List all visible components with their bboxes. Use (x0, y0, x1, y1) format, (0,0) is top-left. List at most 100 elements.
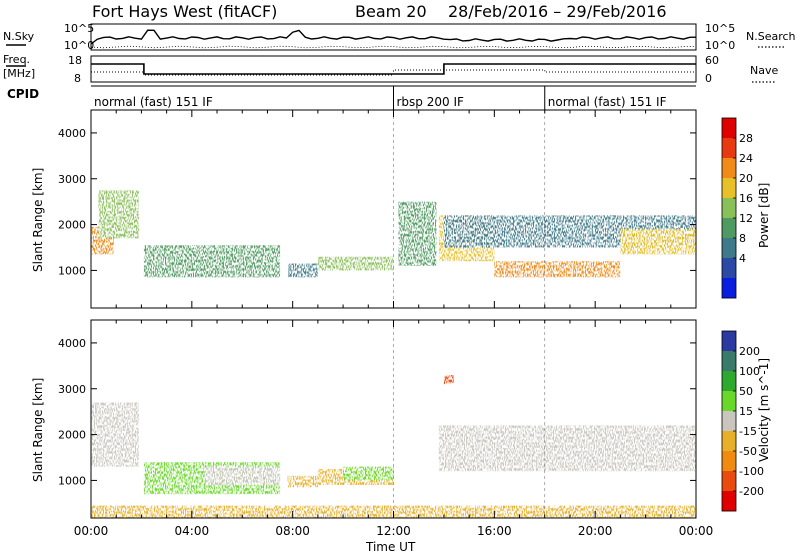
x-tick-label: 00:00 (679, 524, 714, 538)
freq-label: Freq. (3, 53, 30, 66)
nsky-axis-bottom: 10^0 (64, 39, 94, 52)
x-axis-label: Time UT (365, 540, 416, 554)
velocity-colorbar: 200 100 50 15 -15 -50 -100 -200 (721, 330, 764, 512)
velocity-region (287, 475, 318, 488)
power-colorbar-frame (721, 117, 737, 299)
x-tick-label: 08:00 (275, 524, 310, 538)
velocity-colorbar-swatch (722, 411, 736, 432)
beam-label: Beam 20 (355, 2, 427, 21)
nsky-panel-frame (90, 23, 697, 51)
ground-scatter-region (91, 402, 139, 467)
power-x-ticks (90, 110, 697, 308)
power-region (287, 263, 318, 278)
nsky-series (90, 29, 697, 45)
ground-scatter-region (438, 425, 696, 472)
power-region (620, 229, 696, 255)
power-colorbar-swatch (722, 238, 736, 259)
power-colorbar-swatch (722, 258, 736, 279)
cpid-label: CPID (7, 87, 39, 101)
freq-axis-top: 18 (68, 54, 82, 67)
power-region (317, 256, 394, 271)
freq-series (91, 63, 696, 75)
power-data-layer (91, 190, 696, 278)
velocity-colorbar-tick-label: 200 (739, 345, 760, 358)
velocity-colorbar-tick-label: 50 (739, 385, 753, 398)
power-colorbar-swatch (722, 138, 736, 159)
velocity-colorbar-swatch (722, 491, 736, 512)
velocity-colorbar-tick-label: -100 (739, 465, 764, 478)
date-range: 28/Feb/2016 – 29/Feb/2016 (448, 2, 667, 21)
power-colorbar-swatch (722, 178, 736, 199)
cpid-segments: normal (fast) 151 IF rbsp 200 IF normal (f… (94, 86, 667, 110)
power-colorbar-tick-label: 16 (739, 192, 753, 205)
freq-panel-frame (90, 55, 697, 83)
velocity-boundary-lines (393, 320, 546, 518)
velocity-colorbar-swatch (722, 471, 736, 492)
power-y-axis-label: Slant Range [km] (31, 168, 45, 272)
x-tick-label: 00:00 (74, 524, 109, 538)
velocity-colorbar-tick-label: -200 (739, 485, 764, 498)
x-tick-label: 04:00 (175, 524, 210, 538)
power-region (143, 245, 281, 278)
y-tick-label: 1000 (58, 264, 86, 277)
station-title: Fort Hays West (fitACF) (92, 2, 277, 21)
nave-axis-bottom: 0 (705, 72, 712, 85)
velocity-colorbar-swatch (722, 391, 736, 412)
velocity-y-ticks: 1000 2000 3000 4000 (58, 337, 696, 487)
velocity-colorbar-swatch (722, 331, 736, 352)
nsearch-axis-bottom: 10^0 (705, 39, 735, 52)
nsearch-label: N.Search (746, 30, 796, 43)
power-colorbar-tick-label: 28 (739, 132, 753, 145)
x-tick-label: 12:00 (376, 524, 411, 538)
freq-unit: [MHz] (3, 67, 35, 80)
nave-axis-top: 60 (705, 54, 719, 67)
y-tick-label: 2000 (58, 219, 86, 232)
velocity-y-axis-label: Slant Range [km] (31, 378, 45, 482)
power-colorbar-swatch (722, 158, 736, 179)
power-colorbar-tick-label: 20 (739, 172, 753, 185)
y-tick-label: 2000 (58, 429, 86, 442)
cpid-segment-label: normal (fast) 151 IF (94, 95, 213, 109)
power-colorbar-tick-label: 24 (739, 152, 753, 165)
velocity-region (443, 375, 454, 385)
power-colorbar: 28 24 20 16 12 8 4 (721, 117, 753, 299)
velocity-colorbar-tick-label: 15 (739, 405, 753, 418)
power-region (494, 261, 621, 278)
x-tick-labels: 00:00 04:00 08:00 12:00 16:00 20:00 00:00 (74, 524, 714, 538)
y-tick-label: 1000 (58, 474, 86, 487)
y-tick-label: 3000 (58, 173, 86, 186)
power-region (398, 201, 437, 266)
nave-label: Nave (750, 64, 778, 77)
freq-axis-bottom: 8 (74, 72, 81, 85)
ground-scatter-region (204, 466, 281, 485)
nsearch-series (90, 45, 697, 49)
velocity-region (343, 466, 394, 481)
power-panel: 1000 2000 3000 4000 Slant Range [km] (31, 109, 697, 309)
power-colorbar-label: Power [dB] (757, 183, 771, 248)
power-colorbar-swatch (722, 218, 736, 239)
power-colorbar-swatch (722, 278, 736, 299)
velocity-colorbar-tick-label: -15 (739, 425, 757, 438)
velocity-colorbar-label: Velocity [m s^-1] (757, 358, 771, 462)
power-colorbar-swatch (722, 118, 736, 139)
velocity-colorbar-swatch (722, 351, 736, 372)
power-region (98, 190, 139, 239)
velocity-colorbar-frame (721, 330, 737, 512)
nsearch-axis-top: 10^5 (705, 22, 735, 35)
velocity-colorbar-swatch (722, 431, 736, 452)
power-colorbar-swatch (722, 198, 736, 219)
velocity-panel: 1000 2000 3000 4000 Slant Range [km] (31, 319, 697, 519)
power-y-ticks: 1000 2000 3000 4000 (58, 127, 696, 277)
nsky-axis-top: 10^5 (64, 22, 94, 35)
velocity-colorbar-swatch (722, 451, 736, 472)
velocity-x-ticks (90, 320, 697, 518)
x-tick-label: 16:00 (477, 524, 512, 538)
nsky-label: N.Sky (3, 30, 35, 43)
velocity-colorbar-swatch (722, 371, 736, 392)
cpid-segment-label: rbsp 200 IF (397, 95, 464, 109)
power-colorbar-tick-label: 12 (739, 212, 753, 225)
cpid-segment-label: normal (fast) 151 IF (548, 95, 667, 109)
y-tick-label: 3000 (58, 383, 86, 396)
power-colorbar-tick-label: 8 (739, 232, 746, 245)
